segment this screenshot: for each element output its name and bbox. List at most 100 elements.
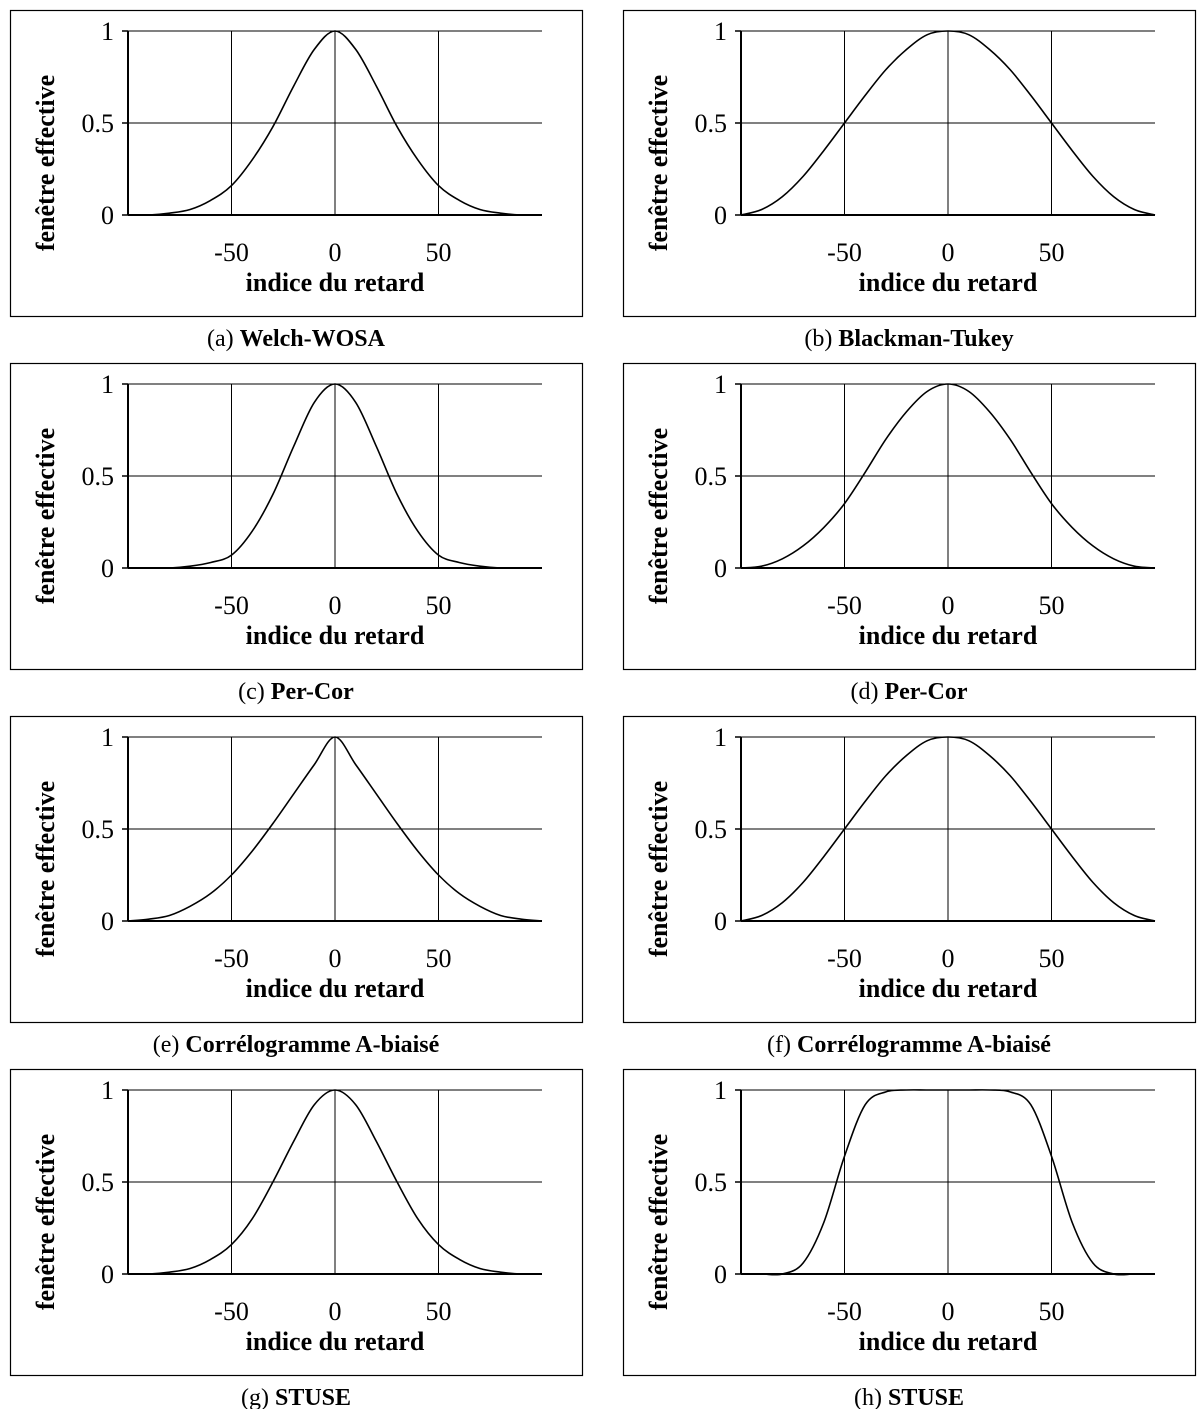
x-tick-label: 0 bbox=[942, 944, 955, 973]
y-tick-label: 0.5 bbox=[82, 815, 115, 844]
panel-title: Per-Cor bbox=[271, 679, 354, 705]
panel-caption: (c) Per-Cor bbox=[238, 679, 354, 705]
y-tick-label: 1 bbox=[101, 370, 114, 399]
panel-letter: (c) bbox=[238, 679, 271, 705]
y-tick-label: 1 bbox=[714, 723, 727, 752]
x-tick-label: 50 bbox=[426, 944, 452, 973]
x-axis-title: indice du retard bbox=[859, 268, 1038, 297]
y-tick-label: 0.5 bbox=[82, 1168, 115, 1197]
panel-letter: (b) bbox=[804, 326, 838, 352]
y-axis-title: fenêtre effective bbox=[644, 781, 673, 957]
panel-caption: (d) Per-Cor bbox=[850, 679, 967, 705]
y-tick-label: 1 bbox=[714, 17, 727, 46]
y-axis-title: fenêtre effective bbox=[644, 75, 673, 251]
panel-title: Per-Cor bbox=[884, 679, 967, 705]
x-axis-title: indice du retard bbox=[859, 974, 1038, 1003]
panel-caption: (b) Blackman-Tukey bbox=[804, 326, 1013, 352]
x-tick-label: 0 bbox=[329, 238, 342, 267]
series-line bbox=[127, 30, 543, 216]
x-tick-label: -50 bbox=[827, 1297, 862, 1326]
panel-title: Blackman-Tukey bbox=[838, 326, 1013, 352]
panel-frame bbox=[622, 1068, 1197, 1377]
y-tick-label: 1 bbox=[101, 1076, 114, 1105]
series-line bbox=[741, 1089, 1155, 1276]
panel-caption: (g) STUSE bbox=[241, 1385, 351, 1409]
x-tick-label: 0 bbox=[942, 238, 955, 267]
y-axis-title: fenêtre effective bbox=[31, 1134, 60, 1310]
x-axis-title: indice du retard bbox=[859, 1327, 1038, 1356]
panel-frame bbox=[9, 1068, 584, 1377]
panel-caption: (f) Corrélogramme A-biaisé bbox=[767, 1032, 1051, 1058]
panel-title: Corrélogramme A-biaisé bbox=[797, 1032, 1051, 1058]
y-tick-label: 0.5 bbox=[695, 815, 728, 844]
panel-frame bbox=[9, 9, 584, 318]
y-axis-title: fenêtre effective bbox=[31, 428, 60, 604]
x-tick-label: 50 bbox=[426, 238, 452, 267]
y-tick-label: 1 bbox=[101, 17, 114, 46]
y-axis-title: fenêtre effective bbox=[31, 75, 60, 251]
panel-title: STUSE bbox=[275, 1385, 351, 1409]
x-axis-title: indice du retard bbox=[246, 621, 425, 650]
panel-letter: (a) bbox=[207, 326, 240, 352]
y-tick-label: 0.5 bbox=[695, 109, 728, 138]
y-tick-label: 1 bbox=[714, 1076, 727, 1105]
panel-letter: (h) bbox=[854, 1385, 888, 1409]
y-tick-label: 0.5 bbox=[695, 1168, 728, 1197]
panel-caption: (a) Welch-WOSA bbox=[207, 326, 386, 352]
y-tick-label: 0 bbox=[714, 554, 727, 583]
y-axis-title: fenêtre effective bbox=[644, 428, 673, 604]
y-tick-label: 0 bbox=[101, 554, 114, 583]
series-line bbox=[127, 736, 543, 922]
x-tick-label: 50 bbox=[1039, 238, 1065, 267]
y-tick-label: 0 bbox=[714, 201, 727, 230]
series-line bbox=[128, 383, 542, 569]
panel-frame bbox=[9, 362, 584, 671]
series-line bbox=[127, 1089, 543, 1275]
x-tick-label: 0 bbox=[329, 1297, 342, 1326]
x-tick-label: -50 bbox=[214, 1297, 249, 1326]
x-tick-label: 50 bbox=[1039, 1297, 1065, 1326]
panel-letter: (d) bbox=[850, 679, 884, 705]
x-tick-label: 50 bbox=[426, 591, 452, 620]
panel-letter: (g) bbox=[241, 1385, 275, 1409]
y-tick-label: 0 bbox=[101, 907, 114, 936]
y-tick-label: 0.5 bbox=[695, 462, 728, 491]
series-line bbox=[740, 736, 1156, 922]
series-line bbox=[740, 30, 1156, 216]
y-tick-label: 0 bbox=[714, 907, 727, 936]
panel-frame bbox=[9, 715, 584, 1024]
y-tick-label: 0 bbox=[101, 201, 114, 230]
y-tick-label: 1 bbox=[714, 370, 727, 399]
panel-caption: (h) STUSE bbox=[854, 1385, 964, 1409]
panel-letter: (f) bbox=[767, 1032, 797, 1058]
y-tick-label: 1 bbox=[101, 723, 114, 752]
x-tick-label: -50 bbox=[214, 591, 249, 620]
x-tick-label: -50 bbox=[214, 238, 249, 267]
x-tick-label: -50 bbox=[827, 591, 862, 620]
x-tick-label: -50 bbox=[214, 944, 249, 973]
panel-caption: (e) Corrélogramme A-biaisé bbox=[153, 1032, 440, 1058]
x-tick-label: 0 bbox=[942, 1297, 955, 1326]
y-axis-title: fenêtre effective bbox=[31, 781, 60, 957]
y-tick-label: 0.5 bbox=[82, 109, 115, 138]
panel-frame bbox=[622, 9, 1197, 318]
x-tick-label: 50 bbox=[1039, 944, 1065, 973]
x-tick-label: -50 bbox=[827, 944, 862, 973]
x-axis-title: indice du retard bbox=[246, 974, 425, 1003]
panel-title: STUSE bbox=[888, 1385, 964, 1409]
y-tick-label: 0.5 bbox=[82, 462, 115, 491]
x-tick-label: 50 bbox=[426, 1297, 452, 1326]
series-line bbox=[740, 383, 1156, 569]
x-tick-label: 0 bbox=[942, 591, 955, 620]
x-tick-label: -50 bbox=[827, 238, 862, 267]
panel-letter: (e) bbox=[153, 1032, 186, 1058]
x-axis-title: indice du retard bbox=[859, 621, 1038, 650]
y-axis-title: fenêtre effective bbox=[644, 1134, 673, 1310]
x-tick-label: 50 bbox=[1039, 591, 1065, 620]
